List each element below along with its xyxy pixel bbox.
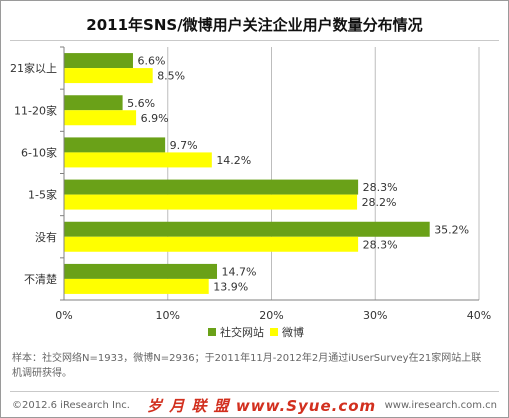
data-label: 28.3% (363, 181, 398, 194)
chart-title: 2011年SNS/微博用户关注企业用户数量分布情况 (86, 16, 423, 34)
bar-weibo (64, 278, 209, 294)
category-label: 21家以上 (10, 61, 57, 75)
x-tick-label: 10% (156, 309, 180, 322)
data-label: 35.2% (434, 223, 469, 236)
bar-social (64, 263, 218, 279)
footer-divider (10, 391, 499, 392)
data-label: 6.6% (137, 55, 165, 68)
x-tick-label: 0% (55, 309, 72, 322)
bar-social (64, 179, 359, 195)
copyright-text: ©2012.6 iResearch Inc. (12, 400, 130, 411)
category-label: 不清楚 (24, 272, 57, 286)
x-tick-label: 30% (363, 309, 387, 322)
category-label: 1-5家 (28, 188, 57, 202)
website-text: www.iresearch.com.cn (384, 400, 497, 411)
bar-social (64, 137, 166, 153)
x-tick-label: 20% (259, 309, 283, 322)
legend-swatch-social (208, 328, 216, 336)
data-label: 14.7% (222, 265, 257, 278)
category-label: 没有 (35, 230, 57, 244)
x-tick-label: 40% (467, 309, 491, 322)
data-label: 28.2% (362, 196, 397, 209)
data-label: 13.9% (213, 280, 248, 293)
data-label: 8.5% (157, 70, 185, 83)
legend-label-weibo: 微博 (282, 325, 304, 339)
data-label: 5.6% (127, 97, 155, 110)
legend-label-social: 社交网站 (220, 325, 264, 339)
legend-swatch-weibo (270, 328, 278, 336)
bar-social (64, 53, 133, 69)
category-label: 11-20家 (14, 103, 57, 117)
data-label: 28.3% (363, 238, 398, 251)
title-divider (10, 40, 499, 41)
bar-weibo (64, 152, 212, 168)
bar-social (64, 95, 123, 111)
sample-note: 样本：社交网络N=1933，微博N=2936；于2011年11月-2012年2月… (12, 353, 482, 379)
bar-weibo (64, 194, 358, 210)
bar-social (64, 221, 430, 237)
data-label: 9.7% (170, 139, 198, 152)
category-label: 6-10家 (21, 145, 57, 159)
bar-weibo (64, 68, 153, 84)
watermark-text: 岁 月 联 盟 www.Syue.com (147, 397, 377, 415)
bar-weibo (64, 110, 137, 126)
bar-chart: 0% 10% 20% 30% 40% 21家以上 6.6% 8.5% 11-20家 5.6% 6.9… (10, 46, 491, 339)
data-label: 14.2% (216, 154, 251, 167)
bar-weibo (64, 236, 359, 252)
data-label: 6.9% (141, 112, 169, 125)
